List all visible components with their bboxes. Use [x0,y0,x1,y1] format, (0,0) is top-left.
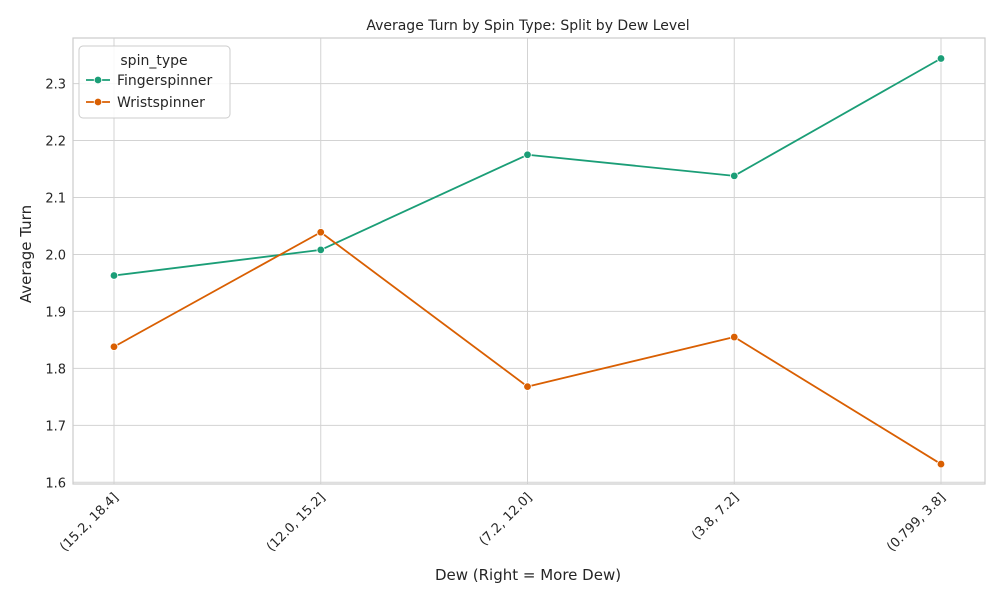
legend-item: Wristspinner [86,95,205,111]
y-tick-label: 1.8 [45,362,66,377]
legend-marker [93,75,103,85]
x-tick-label: (12.0, 15.2] [264,490,329,555]
data-point [109,342,119,351]
data-point [523,382,532,391]
plot-frame [72,37,986,485]
data-point [316,228,325,237]
data-point [523,150,532,159]
data-point [936,54,946,63]
y-axis-label: Average Turn [17,205,35,303]
axes [72,37,986,485]
chart-title: Average Turn by Spin Type: Split by Dew … [366,18,689,34]
y-tick-label: 1.7 [45,419,66,434]
y-tick-label: 1.6 [45,476,66,491]
series-fingerspinner [109,54,946,280]
series-wristspinner [109,228,946,469]
legend-marker [93,97,103,107]
y-tick-label: 2.3 [45,78,66,93]
x-axis-label: Dew (Right = More Dew) [435,566,621,584]
legend: spin_type Fingerspinner Wristspinner [78,45,231,119]
legend-item: Fingerspinner [86,73,212,89]
y-tick-label: 1.9 [45,305,66,320]
y-tick-label: 2.1 [45,191,66,206]
x-tick-label: (0.799, 3.8] [884,490,949,555]
legend-frame [78,45,231,119]
data-point [730,332,739,342]
data-point [109,271,119,280]
legend-items: Fingerspinner Wristspinner [86,73,212,111]
legend-title: spin_type [120,53,187,69]
y-tick-label: 2.0 [45,248,66,263]
data-point [316,245,325,255]
x-tick-label: (3.8, 7.2] [689,490,742,543]
series-layer [109,54,946,469]
data-point [730,171,739,181]
legend-label: Fingerspinner [117,73,212,89]
x-tick-label: (7.2, 12.0] [477,490,536,549]
legend-label: Wristspinner [117,95,205,111]
x-tick-label: (15.2, 18.4] [57,490,122,555]
data-point [936,459,946,469]
y-tick-label: 2.2 [45,135,66,150]
